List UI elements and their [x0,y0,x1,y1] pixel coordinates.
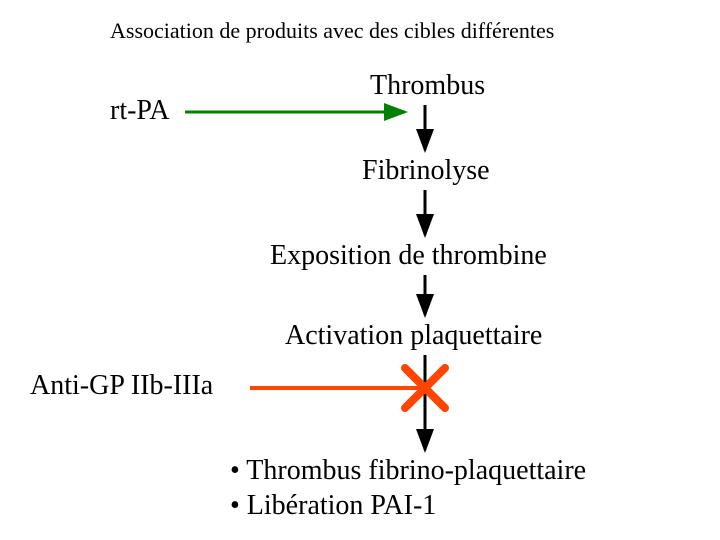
label-activation: Activation plaquettaire [285,320,542,352]
label-rtpa: rt-PA [110,95,170,127]
label-exposition: Exposition de thrombine [270,240,547,272]
label-fibrinolyse: Fibrinolyse [362,155,490,187]
inhibition-cross-icon [405,368,445,408]
bullet-1: • Thrombus fibrino-plaquettaire [230,455,586,487]
title: Association de produits avec des cibles … [110,18,554,44]
bullet-2: • Libération PAI-1 [230,490,436,522]
inhibition-cross-icon [405,368,445,408]
label-thrombus: Thrombus [370,70,485,102]
diagram-stage: Association de produits avec des cibles … [0,0,720,540]
label-antigp: Anti-GP IIb-IIIa [30,370,213,402]
